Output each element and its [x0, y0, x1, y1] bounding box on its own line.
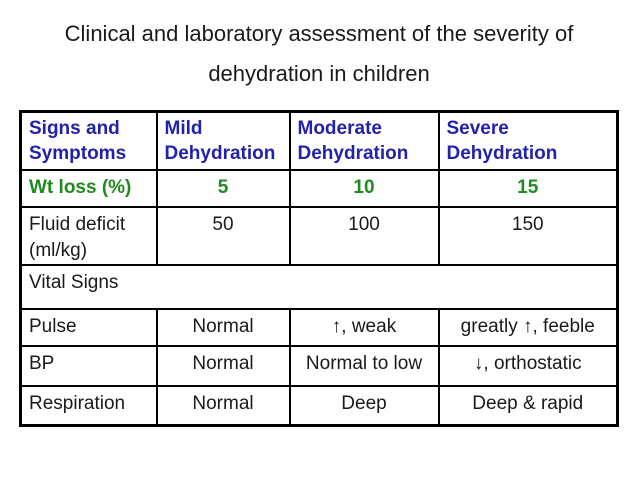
bp-severe-value: ↓, orthostatic — [437, 344, 619, 387]
header-cell-signs-symptoms: Signs and Symptoms — [19, 110, 158, 171]
slide-title-line-2: dehydration in children — [208, 61, 430, 86]
table-row-bp: BP Normal Normal to low ↓, orthostatic — [19, 344, 619, 387]
bp-mild-value: Normal — [155, 344, 291, 387]
row-label-fluid-deficit: Fluid deficit (ml/kg) — [19, 205, 158, 266]
slide-title: Clinical and laboratory assessment of th… — [0, 14, 638, 94]
table-row-fluid-deficit: Fluid deficit (ml/kg) 50 100 150 — [19, 205, 619, 266]
wt-loss-moderate-value: 10 — [288, 168, 440, 208]
table-row-vital-signs: Vital Signs — [19, 263, 619, 310]
pulse-severe-value: greatly ↑, feeble — [437, 307, 619, 347]
row-label-pulse: Pulse — [19, 307, 158, 347]
row-label-wt-loss: Wt loss (%) — [19, 168, 158, 208]
header-cell-moderate: Moderate Dehydration — [288, 110, 440, 171]
pulse-moderate-value: ↑, weak — [288, 307, 440, 347]
fluid-deficit-moderate-value: 100 — [288, 205, 440, 266]
header-cell-mild: Mild Dehydration — [155, 110, 291, 171]
pulse-mild-value: Normal — [155, 307, 291, 347]
respiration-mild-value: Normal — [155, 384, 291, 427]
slide-title-line-1: Clinical and laboratory assessment of th… — [64, 21, 574, 46]
table-header-row: Signs and Symptoms Mild Dehydration Mode… — [19, 110, 619, 171]
fluid-deficit-mild-value: 50 — [155, 205, 291, 266]
header-cell-severe: Severe Dehydration — [437, 110, 619, 171]
table-row-respiration: Respiration Normal Deep Deep & rapid — [19, 384, 619, 427]
wt-loss-severe-value: 15 — [437, 168, 619, 208]
bp-moderate-value: Normal to low — [288, 344, 440, 387]
row-label-respiration: Respiration — [19, 384, 158, 427]
respiration-moderate-value: Deep — [288, 384, 440, 427]
dehydration-assessment-table: Signs and Symptoms Mild Dehydration Mode… — [19, 110, 619, 427]
wt-loss-mild-value: 5 — [155, 168, 291, 208]
row-label-bp: BP — [19, 344, 158, 387]
table-row-pulse: Pulse Normal ↑, weak greatly ↑, feeble — [19, 307, 619, 347]
row-label-vital-signs: Vital Signs — [19, 263, 619, 310]
table-row-wt-loss: Wt loss (%) 5 10 15 — [19, 168, 619, 208]
fluid-deficit-severe-value: 150 — [437, 205, 619, 266]
respiration-severe-value: Deep & rapid — [437, 384, 619, 427]
